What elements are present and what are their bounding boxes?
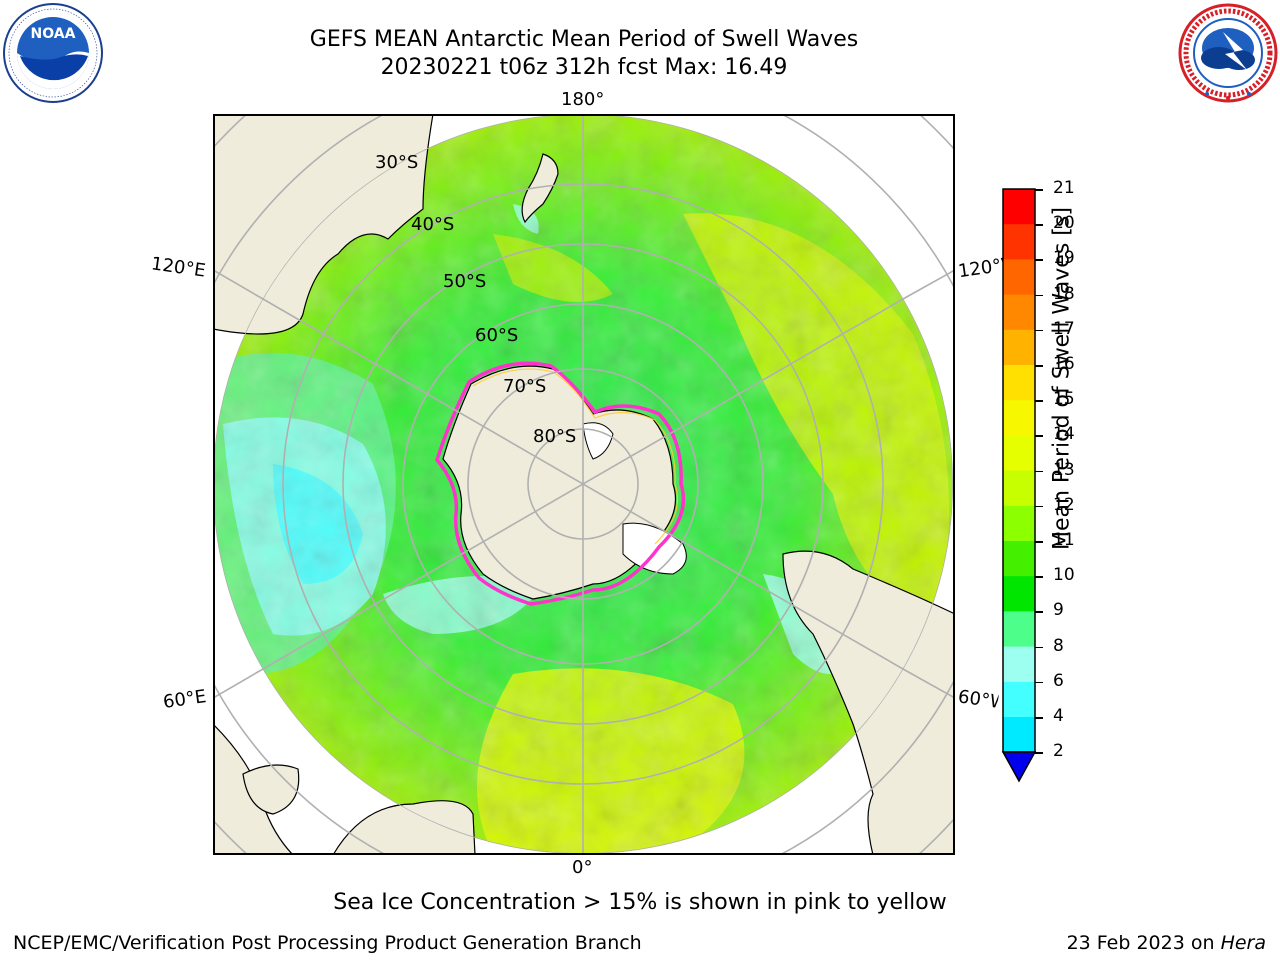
colorbar-tick-mark [1035, 329, 1043, 332]
colorbar-tick-label: 12 [1053, 494, 1075, 515]
colorbar-tick-mark [1035, 646, 1043, 649]
polar-map: 30°S 40°S 50°S 60°S 70°S 80°S [213, 114, 955, 855]
sea-ice-edge [435, 361, 686, 606]
colorbar-segment [1003, 189, 1035, 225]
outer-graticule [213, 114, 955, 855]
colorbar-segment [1003, 329, 1035, 366]
colorbar-tick-mark [1035, 365, 1043, 367]
map-title: GEFS MEAN Antarctic Mean Period of Swell… [309, 27, 859, 52]
map-frame [213, 114, 955, 855]
colorbar-tick-label: 21 [1053, 178, 1075, 198]
colorbar-segment [1003, 259, 1035, 296]
colorbar-tick-label: 17 [1053, 318, 1075, 339]
colorbar-segment [1003, 400, 1035, 436]
colorbar-tick-label: 20 [1053, 213, 1075, 234]
lon-label-60w: 60°W [956, 686, 1000, 713]
colorbar-tick-mark [1035, 541, 1043, 543]
antarctica-landmass [442, 365, 677, 600]
colorbar-segment [1003, 541, 1035, 577]
colorbar-segments [1003, 189, 1035, 753]
colorbar-segment [1003, 224, 1035, 260]
footer-date: 23 Feb 2023 on Hera [1067, 932, 1266, 954]
colorbar-label: Mean Period of Swell Waves [s] [1049, 207, 1075, 550]
colorbar-tick-label: 18 [1053, 283, 1075, 304]
lon-label-120e: 120°E [149, 253, 207, 282]
colorbar-tick-mark [1035, 611, 1043, 613]
lon-label-0: 0° [572, 857, 593, 878]
lat-label-60s: 60°S [475, 325, 518, 346]
colorbar-tick-mark [1035, 224, 1043, 226]
colorbar-tick-label: 4 [1053, 706, 1064, 726]
lat-label-50s: 50°S [443, 271, 486, 292]
colorbar-tick-label: 13 [1053, 459, 1075, 480]
colorbar-tick-label: 14 [1053, 424, 1075, 445]
lat-label-40s: 40°S [411, 214, 454, 235]
new-zealand-landmass [521, 153, 559, 224]
colorbar-segment [1003, 505, 1035, 542]
lat-label-80s: 80°S [533, 426, 576, 447]
australia-landmass [213, 114, 434, 335]
colorbar-tick-label: 19 [1053, 248, 1075, 269]
colorbar-tick-mark [1035, 259, 1043, 261]
colorbar-tick-label: 9 [1053, 600, 1064, 621]
colorbar-segment [1003, 576, 1035, 612]
lat-label-70s: 70°S [503, 376, 546, 397]
lon-label-60e: 60°E [161, 686, 208, 713]
colorbar-tick-mark [1035, 752, 1043, 754]
footer-machine: Hera [1220, 932, 1266, 954]
colorbar-tick-mark [1035, 294, 1043, 297]
lon-label-180: 180° [561, 89, 605, 110]
colorbar-tick-mark [1035, 717, 1043, 719]
colorbar-segment [1003, 294, 1035, 331]
footer-date-text: 23 Feb 2023 on [1066, 932, 1221, 954]
colorbar-tick-label: 10 [1053, 565, 1075, 586]
noaa-logo-text: NOAA [31, 26, 76, 42]
ice-shelf-ross [582, 422, 614, 460]
colorbar-tick-mark [1035, 189, 1043, 191]
colorbar-segment [1003, 611, 1035, 648]
colorbar-tick-label: 11 [1053, 530, 1075, 550]
footer-branch: NCEP/EMC/Verification Post Processing Pr… [13, 932, 642, 954]
colorbar-tick-label: 2 [1053, 741, 1064, 762]
colorbar-segment [1003, 365, 1035, 401]
colorbar-segment [1003, 646, 1035, 683]
colorbar-tick-mark [1035, 435, 1043, 437]
colorbar-segment [1003, 681, 1035, 718]
africa-landmass [782, 550, 955, 855]
colorbar-segment [1003, 435, 1035, 472]
noaa-logo: NOAA [3, 3, 103, 103]
colorbar-tick-label: 15 [1053, 389, 1075, 410]
colorbar-segment [1003, 717, 1035, 753]
colorbar-segment [1003, 470, 1035, 507]
colorbar-tick-mark [1035, 400, 1043, 402]
colorbar-tick-label: 6 [1053, 670, 1064, 691]
colorbar-tick-mark [1035, 681, 1043, 684]
nws-logo [1178, 3, 1278, 103]
sea-ice-caption: Sea Ice Concentration > 15% is shown in … [333, 890, 947, 915]
colorbar-tick-label: 16 [1053, 354, 1075, 374]
colorbar-tick-mark [1035, 576, 1043, 578]
lat-label-30s: 30°S [375, 152, 418, 173]
tierra-landmass [332, 800, 476, 855]
map-subtitle: 20230221 t06z 312h fcst Max: 16.49 [380, 55, 788, 80]
colorbar-tick-label: 8 [1053, 635, 1064, 656]
land-masses [213, 114, 955, 855]
colorbar-tick-mark [1035, 470, 1043, 473]
colorbar-tick-mark [1035, 505, 1043, 508]
graticule [213, 114, 953, 854]
colorbar [1001, 188, 1037, 783]
colorbar-extend-triangle [1003, 752, 1035, 781]
